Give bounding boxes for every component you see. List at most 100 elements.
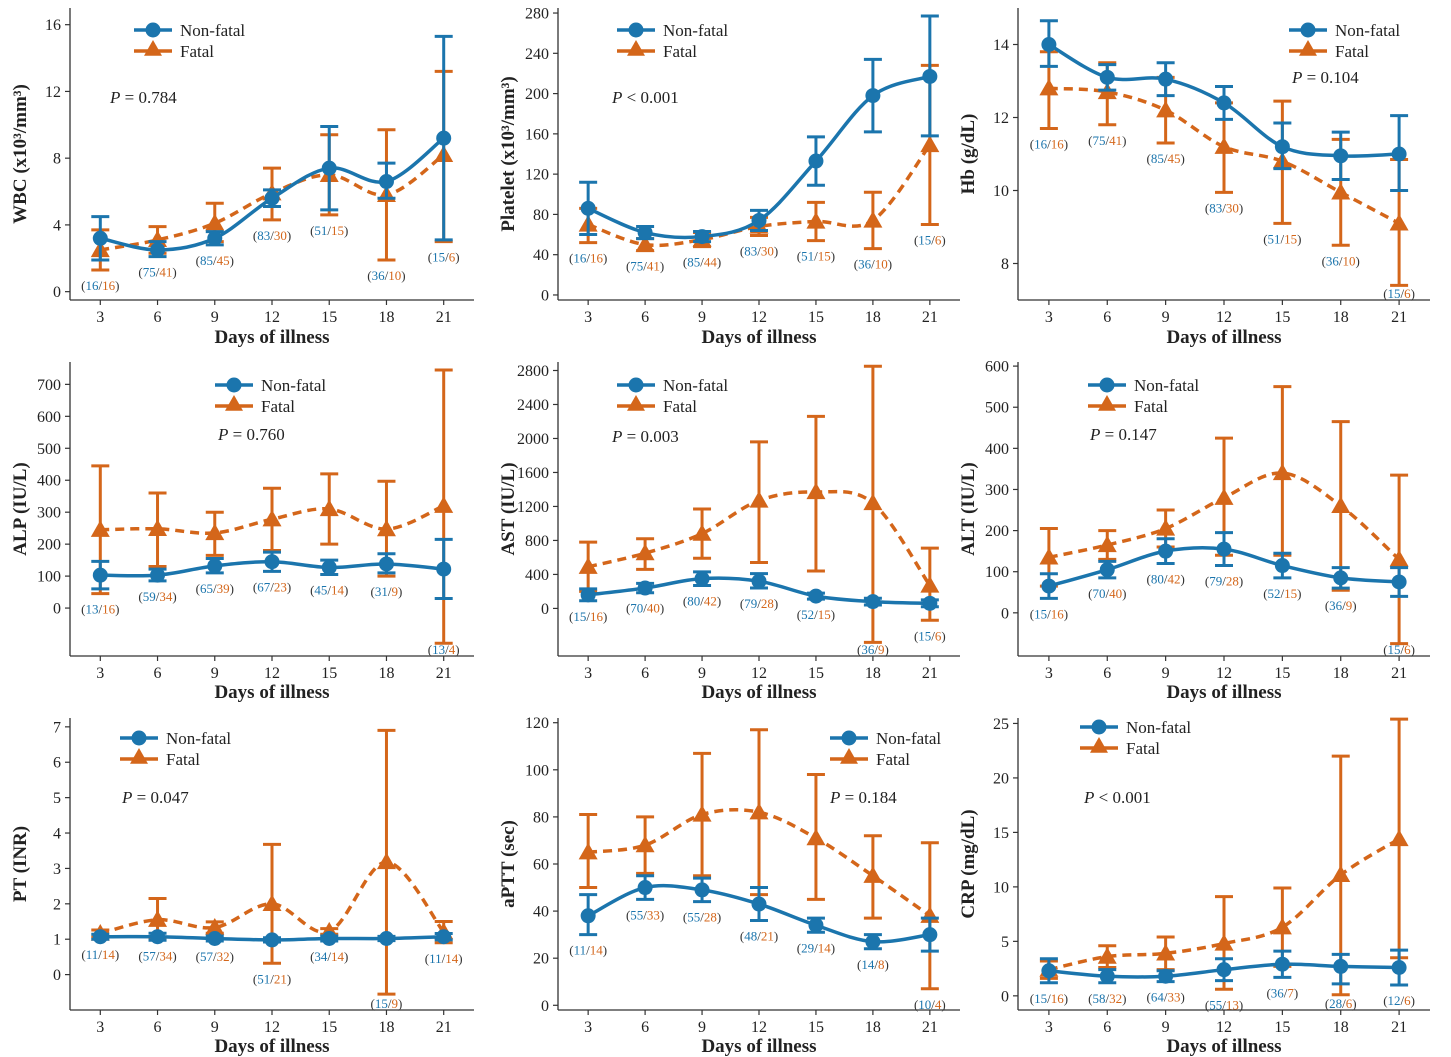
n-nonfatal: 55: [687, 910, 700, 925]
data-point-nonfatal: [922, 68, 938, 84]
y-tick-label: 2400: [517, 397, 549, 414]
x-tick-label: 6: [641, 309, 649, 326]
y-tick-label: 4: [53, 826, 61, 843]
data-point-nonfatal: [694, 571, 710, 587]
y-tick-label: 1600: [517, 465, 549, 482]
n-fatal: 16: [590, 251, 604, 266]
series-fatal: [1039, 385, 1409, 646]
y-tick-label: 1200: [517, 499, 549, 516]
y-tick-label: 20: [533, 951, 549, 968]
data-point-fatal: [1039, 78, 1059, 96]
n-nonfatal: 79: [1209, 574, 1222, 589]
x-tick-label: 12: [1216, 1019, 1232, 1036]
data-point-nonfatal: [1274, 558, 1290, 574]
data-point-nonfatal: [751, 212, 767, 228]
sample-size-label: (36/9): [1325, 598, 1357, 613]
n-nonfatal: 34: [314, 949, 328, 964]
x-axis-label: Days of illness: [214, 327, 329, 348]
y-tick-label: 14: [993, 37, 1009, 54]
x-tick-label: 3: [584, 665, 592, 682]
y-tick-label: 7: [53, 719, 61, 736]
x-tick-label: 21: [922, 309, 938, 326]
n-nonfatal: 15: [1388, 642, 1401, 657]
y-tick-label: 100: [525, 762, 549, 779]
x-tick-label: 3: [96, 309, 104, 326]
n-fatal: 15: [1284, 231, 1297, 246]
n-fatal: 14: [445, 951, 459, 966]
n-nonfatal: 85: [200, 253, 213, 268]
sample-size-label: (15/6): [1383, 642, 1415, 657]
x-tick-label: 18: [1333, 309, 1349, 326]
data-point-fatal: [262, 894, 282, 911]
x-tick-label: 6: [154, 665, 162, 682]
data-point-nonfatal: [1333, 148, 1349, 164]
n-fatal: 30: [1226, 200, 1239, 215]
data-point-fatal: [376, 852, 396, 870]
y-axis-label: CRP (mg/dL): [958, 809, 979, 918]
n-fatal: 41: [647, 259, 660, 274]
data-point-fatal: [205, 918, 225, 935]
data-point-nonfatal: [1041, 37, 1057, 52]
x-tick-label: 15: [321, 665, 337, 682]
series-fatal: [578, 728, 940, 991]
legend-label-fatal: Fatal: [261, 397, 295, 416]
series-fatal: [1039, 50, 1409, 287]
n-nonfatal: 83: [744, 244, 757, 259]
x-tick-label: 15: [1274, 309, 1290, 326]
series-nonfatal: [579, 14, 939, 245]
n-nonfatal: 83: [1209, 200, 1222, 215]
legend: Non-fatal Fatal: [617, 21, 728, 61]
sample-size-label: (11/14): [425, 951, 463, 966]
x-tick-label: 12: [1216, 309, 1232, 326]
y-tick-label: 12: [45, 84, 61, 101]
data-point-nonfatal: [808, 588, 824, 604]
y-tick-label: 400: [525, 567, 549, 584]
n-nonfatal: 10: [918, 997, 931, 1012]
legend-marker-nonfatal: [1091, 719, 1107, 735]
p-value-text: P = 0.047: [121, 788, 189, 807]
y-tick-label: 0: [541, 998, 549, 1015]
p-value-number: = 0.104: [1302, 68, 1359, 87]
n-fatal: 15: [331, 223, 344, 238]
p-value-symbol: P: [1083, 788, 1094, 807]
sample-size-label: (31/9): [371, 584, 403, 599]
p-value-text: P = 0.760: [217, 425, 285, 444]
data-point-fatal: [1389, 213, 1409, 231]
series-nonfatal: [91, 34, 453, 262]
sample-size-label: (65/39): [196, 581, 234, 596]
x-axis-label: Days of illness: [1166, 327, 1281, 348]
data-point-nonfatal: [378, 931, 394, 947]
x-tick-label: 9: [211, 665, 219, 682]
series-nonfatal: [1039, 19, 1409, 192]
n-fatal: 28: [1226, 574, 1239, 589]
y-axis-label: Platelet (x10³/mm³): [498, 76, 519, 231]
n-fatal: 41: [159, 265, 172, 280]
x-axis-label: Days of illness: [214, 1036, 329, 1057]
x-axis-label: Days of illness: [1166, 682, 1281, 703]
sample-size-label: (83/30): [1205, 200, 1243, 215]
sample-size-label: (57/32): [196, 949, 234, 964]
sample-size-label: (79/28): [740, 596, 778, 611]
x-tick-label: 18: [378, 665, 394, 682]
sample-size-label: (83/30): [253, 228, 291, 243]
n-nonfatal: 79: [744, 596, 757, 611]
p-value-text: P = 0.104: [1291, 68, 1359, 87]
series-nonfatal: [91, 929, 453, 948]
n-fatal: 6: [935, 628, 942, 643]
legend-marker-fatal: [144, 40, 162, 56]
n-fatal: 44: [704, 255, 718, 270]
n-nonfatal: 85: [1151, 151, 1164, 166]
sample-size-label: (55/13): [1205, 997, 1243, 1012]
legend-marker-fatal: [1090, 737, 1108, 753]
x-tick-label: 15: [1274, 665, 1290, 682]
n-fatal: 30: [274, 228, 287, 243]
n-fatal: 40: [1109, 586, 1122, 601]
n-nonfatal: 52: [801, 607, 814, 622]
sample-size-label: (15/16): [1030, 606, 1068, 621]
data-point-fatal: [749, 491, 769, 508]
y-tick-label: 80: [533, 809, 549, 826]
